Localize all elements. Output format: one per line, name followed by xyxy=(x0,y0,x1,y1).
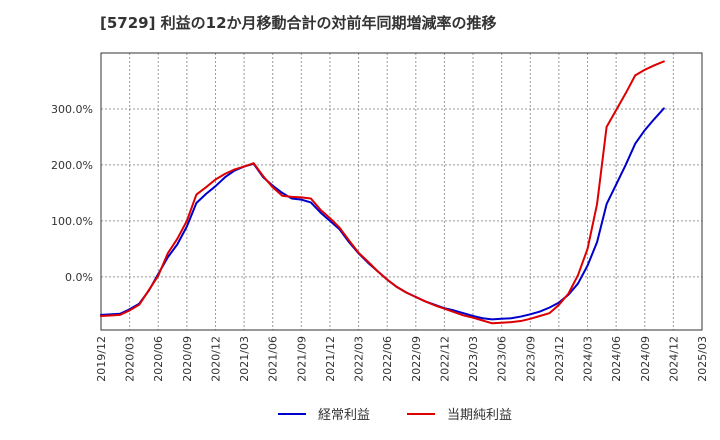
x-tick-label: 2022/06 xyxy=(381,336,394,382)
x-tick-label: 2020/06 xyxy=(152,336,165,382)
series-line-net-income xyxy=(100,60,665,325)
x-tick-label: 2023/09 xyxy=(524,336,537,382)
x-tick-label: 2024/06 xyxy=(610,336,623,382)
y-tick-label: 0.0% xyxy=(65,271,93,284)
x-tick-label: 2025/03 xyxy=(696,336,709,382)
series-lines xyxy=(100,60,665,325)
x-tick-label: 2019/12 xyxy=(95,336,108,382)
x-tick-label: 2021/12 xyxy=(324,336,337,382)
y-tick-label: 100.0% xyxy=(51,215,93,228)
x-tick-label: 2021/09 xyxy=(295,336,308,382)
x-tick-label: 2020/09 xyxy=(181,336,194,382)
legend: 経常利益 当期純利益 xyxy=(0,404,720,428)
legend-item-ordinary-profit: 経常利益 xyxy=(278,404,370,423)
x-tick-label: 2024/12 xyxy=(667,336,680,382)
x-tick-label: 2022/12 xyxy=(438,336,451,382)
legend-item-net-income: 当期純利益 xyxy=(407,404,512,423)
x-axis-tick-labels: 2019/12 2020/03 2020/06 2020/09 2020/12 2021/… xyxy=(95,336,709,382)
legend-swatch-ordinary-profit xyxy=(278,412,306,415)
y-axis-tick-labels: 0.0% 100.0% 200.0% 300.0% xyxy=(51,103,93,284)
plot-frame xyxy=(100,52,703,331)
x-tick-label: 2024/03 xyxy=(582,336,595,382)
legend-swatch-net-income xyxy=(407,412,435,415)
x-tick-label: 2020/03 xyxy=(124,336,137,382)
x-tick-label: 2021/03 xyxy=(238,336,251,382)
y-tick-label: 200.0% xyxy=(51,159,93,172)
x-tick-label: 2023/12 xyxy=(553,336,566,382)
x-tick-label: 2024/09 xyxy=(639,336,652,382)
x-tick-label: 2023/03 xyxy=(467,336,480,382)
legend-label-ordinary-profit: 経常利益 xyxy=(318,408,371,423)
x-tick-label: 2023/06 xyxy=(496,336,509,382)
x-tick-label: 2021/06 xyxy=(267,336,280,382)
x-tick-label: 2022/09 xyxy=(410,336,423,382)
chart-title: [5729] 利益の12か月移動合計の対前年同期増減率の推移 xyxy=(100,14,497,32)
y-tick-label: 300.0% xyxy=(51,103,93,116)
x-tick-label: 2022/03 xyxy=(353,336,366,382)
legend-label-net-income: 当期純利益 xyxy=(447,408,513,423)
x-tick-label: 2020/12 xyxy=(209,336,222,382)
